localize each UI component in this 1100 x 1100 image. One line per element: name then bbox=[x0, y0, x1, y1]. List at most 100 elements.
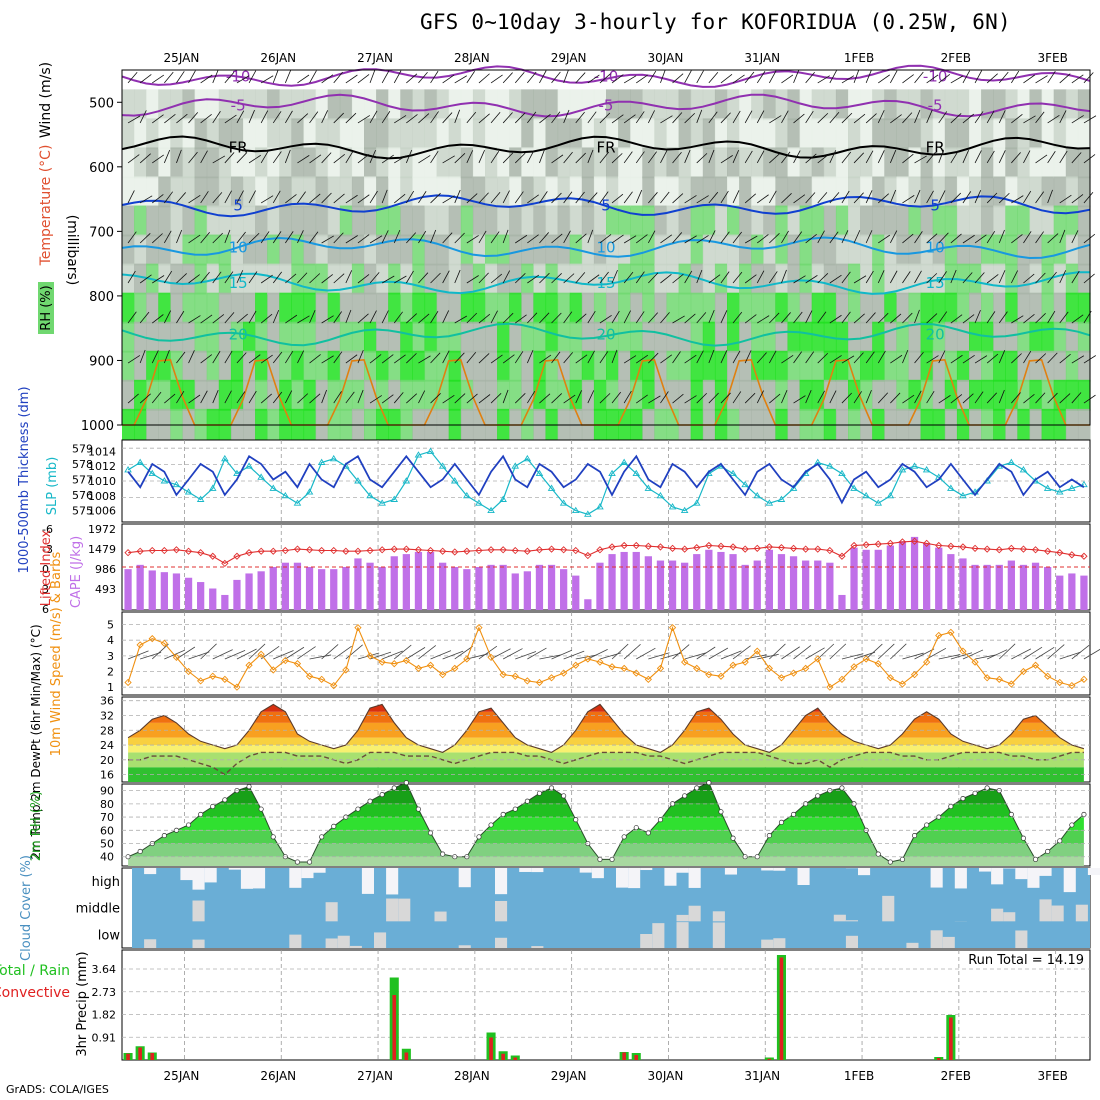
cloud-cell bbox=[979, 868, 992, 872]
rh-cell bbox=[327, 234, 341, 266]
wind-barb bbox=[164, 270, 173, 284]
rh-cell bbox=[158, 89, 171, 121]
date-label-top: 31JAN bbox=[744, 51, 780, 65]
wind-barb bbox=[684, 235, 697, 244]
cape-bar bbox=[910, 536, 919, 610]
date-label-top: 3FEB bbox=[1037, 51, 1067, 65]
wind-barb bbox=[769, 393, 781, 404]
rh-marker bbox=[294, 859, 301, 865]
wind-barb bbox=[260, 393, 273, 404]
lifted-index-marker bbox=[426, 546, 435, 555]
wind-barb bbox=[357, 194, 370, 204]
wind-barb bbox=[926, 355, 939, 364]
rh-cell bbox=[230, 350, 244, 382]
rh-cell bbox=[969, 263, 982, 295]
wind-barb bbox=[200, 271, 210, 284]
wind-barb bbox=[998, 229, 1005, 244]
wind-barb bbox=[248, 154, 261, 164]
wind-barb bbox=[708, 274, 721, 284]
wind-speed-marker bbox=[681, 658, 689, 666]
temperature-contour-label: 5 bbox=[233, 197, 243, 215]
wind-barb bbox=[720, 231, 730, 244]
rh-cell bbox=[182, 292, 196, 324]
wind-barb bbox=[950, 150, 959, 164]
cloud-cell bbox=[204, 868, 217, 883]
wind-barb bbox=[938, 271, 947, 284]
wind-barb bbox=[176, 229, 183, 244]
cape-bar bbox=[523, 571, 531, 610]
lifted-index-marker bbox=[390, 545, 398, 553]
rh-cell bbox=[1053, 408, 1067, 440]
rh-cell bbox=[388, 350, 401, 382]
temp-tick-label: 16 bbox=[100, 769, 114, 782]
wind-barb bbox=[962, 113, 975, 124]
cape-bar bbox=[463, 569, 471, 610]
wind-barb bbox=[817, 230, 825, 244]
rh-marker bbox=[500, 811, 506, 817]
wind-barb bbox=[236, 391, 246, 404]
rh-cell bbox=[351, 205, 365, 237]
wind-barb bbox=[998, 150, 1006, 164]
rh-cell bbox=[1077, 292, 1091, 324]
wind-barb bbox=[805, 310, 813, 324]
wind-barb bbox=[744, 274, 757, 284]
rh-cell bbox=[533, 205, 547, 237]
rh-cell bbox=[714, 321, 728, 353]
rh-cell bbox=[412, 379, 426, 411]
rh-cell bbox=[630, 205, 643, 237]
rh-cell bbox=[364, 408, 377, 440]
temperature-contour-label: 10 bbox=[926, 239, 945, 257]
temperature-contour-label: 15 bbox=[926, 274, 945, 292]
wind-barb bbox=[974, 309, 981, 324]
thickness-tick-label: 576 bbox=[72, 489, 93, 502]
rh-cell bbox=[811, 321, 825, 353]
rh-cell bbox=[690, 205, 704, 237]
wind-barb bbox=[297, 350, 305, 364]
wind-barb-10m bbox=[696, 646, 716, 660]
rh-cell bbox=[170, 176, 184, 208]
slp-marker bbox=[947, 484, 955, 491]
slp-marker bbox=[547, 484, 556, 491]
rh-cell bbox=[315, 292, 329, 324]
wind-barb bbox=[309, 354, 321, 364]
wind-barb bbox=[139, 110, 147, 124]
rh-cell bbox=[811, 263, 825, 295]
rh-cell bbox=[702, 263, 716, 295]
wind-speed-marker bbox=[523, 677, 531, 685]
wind-barb bbox=[974, 234, 987, 244]
wind-barb bbox=[272, 351, 283, 364]
wind-barb bbox=[333, 232, 344, 244]
temperature-contour-label: FR bbox=[229, 138, 248, 156]
rh-cell bbox=[787, 350, 801, 382]
rh-cell bbox=[303, 89, 317, 121]
wind-barb bbox=[769, 153, 781, 164]
rh-cell bbox=[230, 118, 244, 150]
wind-barb bbox=[369, 272, 380, 284]
rh-cell bbox=[400, 205, 413, 237]
rh-cell bbox=[146, 321, 159, 353]
wind-barb bbox=[998, 350, 1006, 364]
wind-barb bbox=[817, 192, 828, 204]
slp-marker bbox=[366, 491, 374, 499]
precip-convective-bar bbox=[150, 1053, 155, 1060]
rh-cell bbox=[400, 234, 413, 266]
rh-cell bbox=[702, 205, 716, 237]
rh-cell bbox=[666, 350, 680, 382]
wind-barb bbox=[889, 230, 898, 244]
cape-bar bbox=[172, 573, 181, 610]
cape-bar bbox=[668, 560, 677, 610]
wind-barb bbox=[212, 192, 223, 204]
cape-bar bbox=[487, 564, 495, 610]
wind-barb bbox=[587, 74, 600, 84]
wind-barb bbox=[720, 350, 728, 364]
wind-barb bbox=[926, 313, 938, 324]
wind-speed-marker bbox=[342, 666, 350, 674]
cape-bar bbox=[209, 588, 217, 610]
wind-barb bbox=[974, 355, 988, 364]
rh-cell bbox=[908, 292, 922, 324]
rh-cell bbox=[303, 118, 317, 150]
rh-cell bbox=[315, 205, 329, 237]
wind-barb bbox=[732, 231, 742, 244]
wind-barb bbox=[539, 149, 545, 164]
